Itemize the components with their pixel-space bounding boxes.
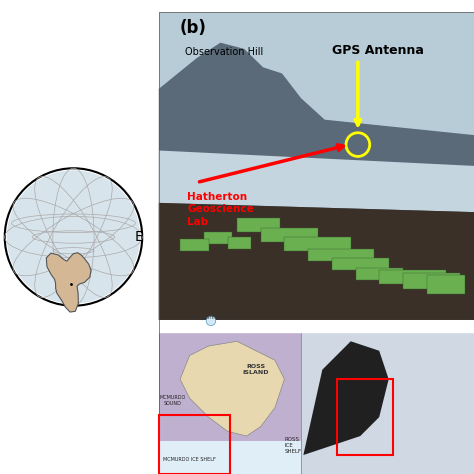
Circle shape — [7, 170, 140, 304]
Text: Observation Hill: Observation Hill — [185, 47, 263, 57]
Bar — [379, 270, 446, 284]
Bar — [308, 249, 374, 261]
Bar — [337, 379, 393, 455]
Text: GPS Antenna: GPS Antenna — [332, 44, 424, 57]
Bar — [159, 415, 230, 474]
Polygon shape — [159, 441, 301, 474]
Polygon shape — [180, 341, 284, 436]
Bar — [159, 332, 301, 474]
Text: Beaufort Island: Beaufort Island — [190, 315, 232, 320]
Bar — [427, 275, 465, 294]
Bar — [159, 12, 474, 320]
Bar — [204, 232, 232, 244]
Bar — [228, 237, 251, 249]
Text: Hatherton
Geoscience
Lab: Hatherton Geoscience Lab — [187, 192, 254, 227]
Bar — [237, 218, 280, 232]
Circle shape — [206, 316, 216, 326]
Polygon shape — [159, 43, 474, 320]
Polygon shape — [46, 253, 91, 312]
Polygon shape — [303, 341, 389, 455]
Bar — [332, 258, 389, 270]
Circle shape — [5, 168, 142, 306]
Text: E: E — [135, 230, 144, 244]
Text: MCMURDO ICE SHELF: MCMURDO ICE SHELF — [163, 457, 216, 462]
Text: ROSS
ICE
SHELF: ROSS ICE SHELF — [284, 437, 301, 454]
Text: (b): (b) — [180, 19, 207, 37]
Text: MCMURDO
SOUND: MCMURDO SOUND — [160, 395, 186, 406]
Bar — [356, 268, 403, 280]
Polygon shape — [159, 151, 474, 212]
Bar — [284, 237, 351, 251]
Polygon shape — [159, 203, 474, 320]
Bar — [159, 12, 474, 474]
Text: ROSS
ISLAND: ROSS ISLAND — [243, 365, 269, 375]
Bar — [180, 239, 209, 251]
Bar — [261, 228, 318, 242]
Bar — [301, 332, 474, 474]
Bar — [403, 273, 460, 289]
